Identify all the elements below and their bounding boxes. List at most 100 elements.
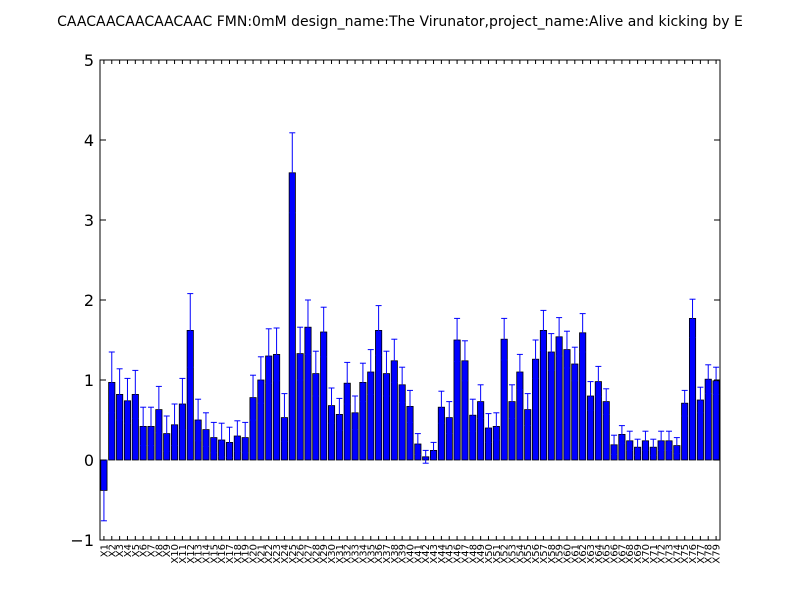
error-bar-X42 [422, 449, 429, 464]
x-tick-label: X38 [390, 544, 401, 564]
error-bar-X11 [179, 377, 186, 431]
x-tick-label: X25 [288, 544, 299, 564]
error-bar-X38 [391, 338, 398, 383]
x-tick-label: X7 [147, 544, 158, 557]
error-bar-X21 [257, 356, 264, 404]
x-tick-label: X27 [303, 544, 314, 564]
x-tick-label: X60 [562, 544, 573, 564]
x-tick-label: X75 [680, 544, 691, 564]
error-bar-X22 [265, 328, 272, 384]
x-tick-label: X48 [468, 544, 479, 564]
x-tick-label: X5 [131, 544, 142, 557]
y-tick-label: 4 [84, 131, 94, 150]
x-tick-label: X66 [610, 544, 621, 564]
x-tick-label: X12 [186, 544, 197, 564]
x-tick-label: X58 [547, 544, 558, 564]
x-tick-label: X24 [280, 544, 291, 564]
error-bar-X65 [603, 388, 610, 415]
x-tick-label: X55 [523, 544, 534, 564]
x-tick-label: X28 [311, 544, 322, 564]
plot-frame [99, 59, 721, 541]
error-bar-X19 [242, 421, 249, 454]
x-tick-label: X39 [398, 544, 409, 564]
error-bar-X66 [611, 434, 618, 455]
x-tick-label: X19 [241, 544, 252, 564]
x-tick-label: X18 [233, 544, 244, 564]
error-bar-X64 [595, 365, 602, 398]
x-tick-label: X8 [154, 544, 165, 557]
x-tick-label: X4 [123, 544, 134, 557]
x-tick-label: X21 [256, 544, 267, 564]
error-bar-X5 [132, 369, 139, 419]
x-tick-label: X61 [570, 544, 581, 564]
error-bar-X31 [336, 397, 343, 431]
error-bar-X43 [430, 441, 437, 459]
x-tick-label: X17 [225, 544, 236, 564]
x-tick-label: X63 [586, 544, 597, 564]
error-bar-X52 [501, 317, 508, 361]
x-tick-label: X49 [476, 544, 487, 564]
error-bar-X25 [289, 132, 296, 214]
error-bar-X79 [713, 366, 720, 395]
y-axis: −1 0 1 2 3 4 5 [70, 51, 720, 550]
error-bar-X39 [399, 366, 406, 403]
error-bar-X14 [202, 412, 209, 447]
error-bar-X17 [226, 426, 233, 459]
y-tick-label: −1 [70, 531, 94, 550]
error-bar-X35 [367, 349, 374, 395]
error-bar-X63 [587, 381, 594, 411]
error-bar-X7 [148, 406, 155, 447]
y-tick-label: 2 [84, 291, 94, 310]
error-bar-X8 [155, 385, 162, 434]
x-tick-label: X77 [696, 544, 707, 564]
x-tick-label: X3 [115, 544, 126, 557]
error-bar-X27 [304, 299, 311, 355]
error-bar-X33 [352, 395, 359, 431]
error-bar-X78 [705, 364, 712, 395]
error-bar-X28 [312, 350, 319, 397]
error-bar-X3 [116, 368, 123, 421]
error-bar-X45 [446, 401, 453, 435]
x-tick-label: X9 [162, 544, 173, 557]
x-tick-label: X76 [688, 544, 699, 564]
x-tick-label: X36 [374, 544, 385, 564]
error-bar-X47 [461, 340, 468, 382]
x-tick-label: X69 [633, 544, 644, 564]
bar-X25 [288, 172, 296, 461]
error-bar-X34 [359, 362, 366, 403]
error-bar-X57 [540, 309, 547, 351]
y-tick-label: 1 [84, 371, 94, 390]
error-bar-X70 [642, 430, 649, 451]
error-bar-X48 [469, 398, 476, 432]
error-bar-X32 [344, 361, 351, 405]
error-bar-X46 [454, 317, 461, 363]
x-tick-label: X78 [704, 544, 715, 564]
error-bar-X58 [548, 333, 555, 371]
x-tick-label: X41 [413, 544, 424, 564]
x-tick-label: X45 [445, 544, 456, 564]
bars-layer [100, 172, 720, 491]
x-tick-label: X23 [272, 544, 283, 564]
error-bar-X18 [234, 420, 241, 452]
error-bar-X53 [509, 384, 516, 419]
x-tick-label: X31 [335, 544, 346, 564]
error-bar-X61 [571, 346, 578, 382]
error-bar-X69 [634, 438, 641, 456]
error-bar-X59 [556, 317, 563, 357]
x-tick-label: X34 [358, 544, 369, 564]
x-tick-label: X57 [539, 544, 550, 564]
error-bar-X50 [485, 413, 492, 443]
x-tick-label: X74 [672, 544, 683, 564]
x-tick-label: X56 [531, 544, 542, 564]
x-tick-label: X72 [657, 544, 668, 564]
error-bar-X36 [375, 305, 382, 356]
error-bar-X40 [407, 389, 413, 423]
x-tick-label: X46 [453, 544, 464, 564]
error-bar-X26 [297, 326, 304, 381]
error-bar-X10 [171, 403, 178, 447]
x-tick-label: X44 [437, 544, 448, 564]
error-bar-X76 [689, 298, 696, 339]
x-tick-label: X42 [421, 544, 432, 564]
error-bar-X71 [650, 438, 657, 456]
